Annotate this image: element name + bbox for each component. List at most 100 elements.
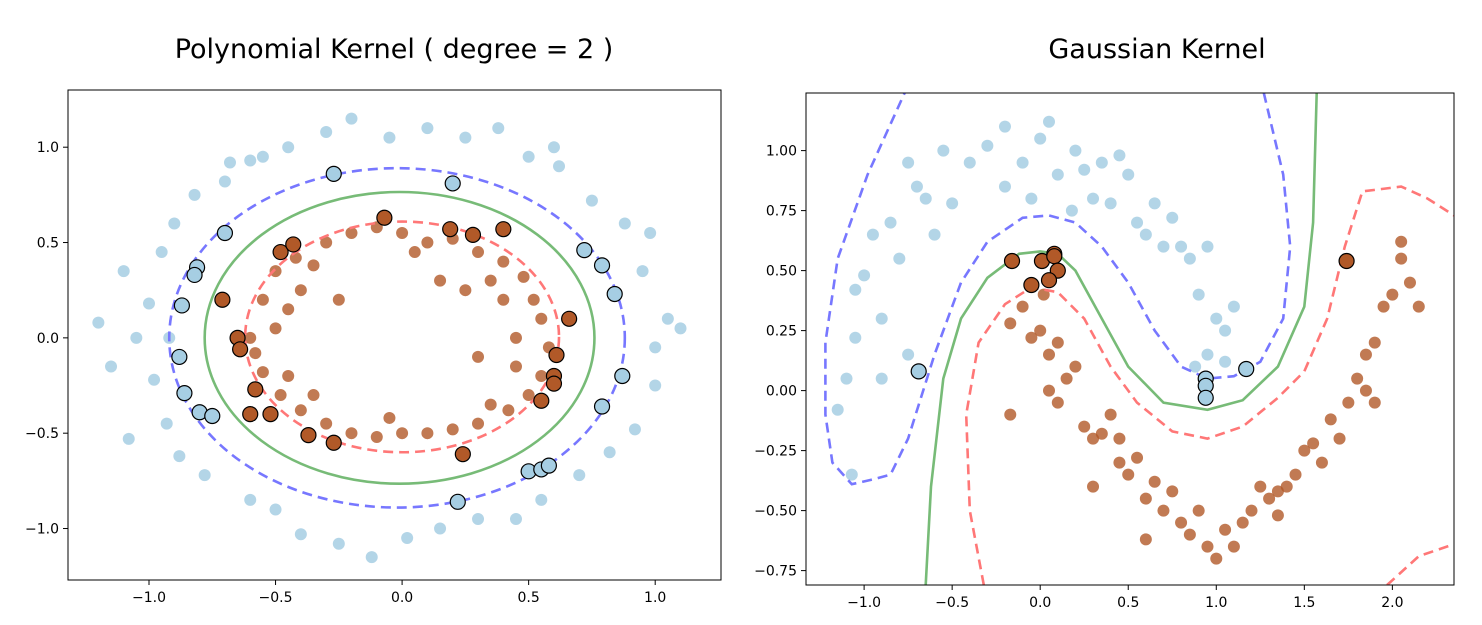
- data-point-class-0: [1122, 168, 1135, 181]
- data-point-class-1: [345, 427, 358, 440]
- data-point-class-1: [517, 270, 530, 283]
- chart-title: Polynomial Kernel ( degree = 2 ): [175, 34, 614, 65]
- data-point-class-0: [849, 331, 862, 344]
- data-point-class-0: [937, 144, 950, 157]
- data-point-class-0: [1051, 168, 1064, 181]
- support-vector-class-0: [176, 385, 193, 402]
- data-point-class-0: [365, 551, 378, 564]
- support-vector-class-1: [1046, 248, 1063, 265]
- data-point-class-1: [1377, 300, 1390, 313]
- data-point-class-1: [294, 404, 307, 417]
- support-vector-class-1: [548, 346, 565, 364]
- data-point-class-0: [573, 469, 586, 482]
- data-point-class-0: [928, 228, 941, 241]
- data-point-class-1: [1016, 300, 1029, 313]
- data-point-class-1: [1359, 384, 1372, 397]
- data-point-class-1: [527, 293, 540, 306]
- data-point-class-0: [1201, 348, 1214, 361]
- data-point-class-0: [1201, 240, 1214, 253]
- data-point-class-0: [1192, 288, 1205, 301]
- data-point-class-0: [522, 150, 535, 163]
- data-point-class-0: [434, 522, 447, 535]
- data-point-class-0: [294, 528, 307, 541]
- y-tick-label: 0.5: [37, 236, 59, 252]
- data-point-class-0: [1016, 156, 1029, 169]
- data-point-class-0: [509, 512, 522, 525]
- data-point-class-1: [256, 293, 269, 306]
- data-point-class-1: [1104, 408, 1117, 421]
- data-point-class-0: [649, 379, 662, 392]
- data-point-class-0: [636, 265, 649, 278]
- data-point-class-0: [1157, 240, 1170, 253]
- data-point-class-0: [383, 131, 396, 144]
- data-point-class-0: [122, 432, 135, 445]
- data-point-class-0: [946, 197, 959, 210]
- support-vector-class-0: [173, 297, 190, 314]
- data-point-class-0: [1104, 197, 1117, 210]
- data-point-class-1: [1412, 300, 1425, 313]
- data-point-class-0: [256, 150, 269, 163]
- data-point-class-0: [1175, 240, 1188, 253]
- data-point-class-1: [1219, 523, 1232, 536]
- axes-frame: [67, 89, 722, 581]
- gaussian-kernel-plot: Gaussian Kernel −1.0 −0.5 0.0 0.5 1.0 1.5 2.0 1…: [754, 34, 1455, 611]
- data-point-class-1: [1139, 533, 1152, 546]
- x-tick-label: 1.0: [644, 590, 666, 606]
- data-point-class-1: [396, 427, 409, 440]
- support-vector-class-0: [606, 285, 623, 303]
- support-vector-class-0: [216, 224, 234, 242]
- data-point-class-1: [502, 404, 515, 417]
- support-vector-class-1: [533, 392, 550, 409]
- data-point-class-0: [618, 217, 631, 230]
- data-point-class-0: [585, 194, 598, 207]
- support-vector-class-0: [449, 493, 466, 510]
- data-point-class-0: [421, 122, 434, 135]
- y-tick-label: 1.0: [37, 140, 59, 156]
- data-point-class-1: [1004, 408, 1017, 421]
- data-point-class-0: [603, 446, 616, 459]
- data-point-class-1: [1263, 492, 1276, 505]
- support-vector-class-0: [325, 165, 342, 182]
- data-point-class-1: [332, 293, 345, 306]
- data-point-class-1: [249, 347, 262, 360]
- data-point-class-1: [1087, 432, 1100, 445]
- data-point-class-1: [1183, 528, 1196, 541]
- data-point-class-1: [535, 312, 548, 325]
- data-point-class-0: [223, 156, 236, 169]
- y-tick-label: 0.00: [766, 384, 797, 400]
- data-point-class-1: [1078, 420, 1091, 433]
- data-point-class-1: [1157, 504, 1170, 517]
- y-tick-label: −0.5: [25, 426, 59, 442]
- data-point-class-0: [875, 372, 888, 385]
- x-tick-label: −1.0: [847, 595, 881, 611]
- data-point-class-0: [472, 512, 485, 525]
- data-point-class-0: [674, 322, 687, 335]
- support-vector-class-1: [300, 426, 317, 444]
- data-point-class-0: [142, 297, 155, 310]
- x-tick-label: 2.0: [1381, 595, 1403, 611]
- data-point-class-0: [840, 372, 853, 385]
- data-point-class-1: [320, 417, 333, 430]
- data-point-class-1: [535, 369, 548, 382]
- data-point-class-1: [1113, 432, 1126, 445]
- data-point-class-0: [1043, 115, 1055, 128]
- support-vector-class-1: [214, 291, 231, 308]
- data-point-class-1: [446, 423, 459, 436]
- data-point-class-1: [1368, 336, 1381, 349]
- polynomial-kernel-plot: Polynomial Kernel ( degree = 2 ) −1.0 −0.…: [25, 34, 722, 606]
- decision-contour-level--1: [824, 93, 1292, 486]
- x-tick-label: −0.5: [935, 595, 969, 611]
- data-point-class-1: [1254, 480, 1267, 493]
- chart-title: Gaussian Kernel: [1048, 34, 1265, 65]
- data-point-class-0: [1148, 197, 1161, 210]
- data-point-class-1: [1227, 540, 1240, 553]
- x-tick-label: 0.5: [518, 590, 540, 606]
- data-point-class-1: [1004, 317, 1017, 330]
- data-point-class-0: [649, 341, 662, 354]
- data-point-class-0: [1210, 312, 1223, 325]
- data-point-class-0: [849, 283, 862, 296]
- data-point-class-1: [1307, 437, 1320, 450]
- data-point-class-1: [1236, 516, 1249, 529]
- x-tick-label: 0.5: [1117, 595, 1139, 611]
- support-vector-class-0: [204, 407, 221, 425]
